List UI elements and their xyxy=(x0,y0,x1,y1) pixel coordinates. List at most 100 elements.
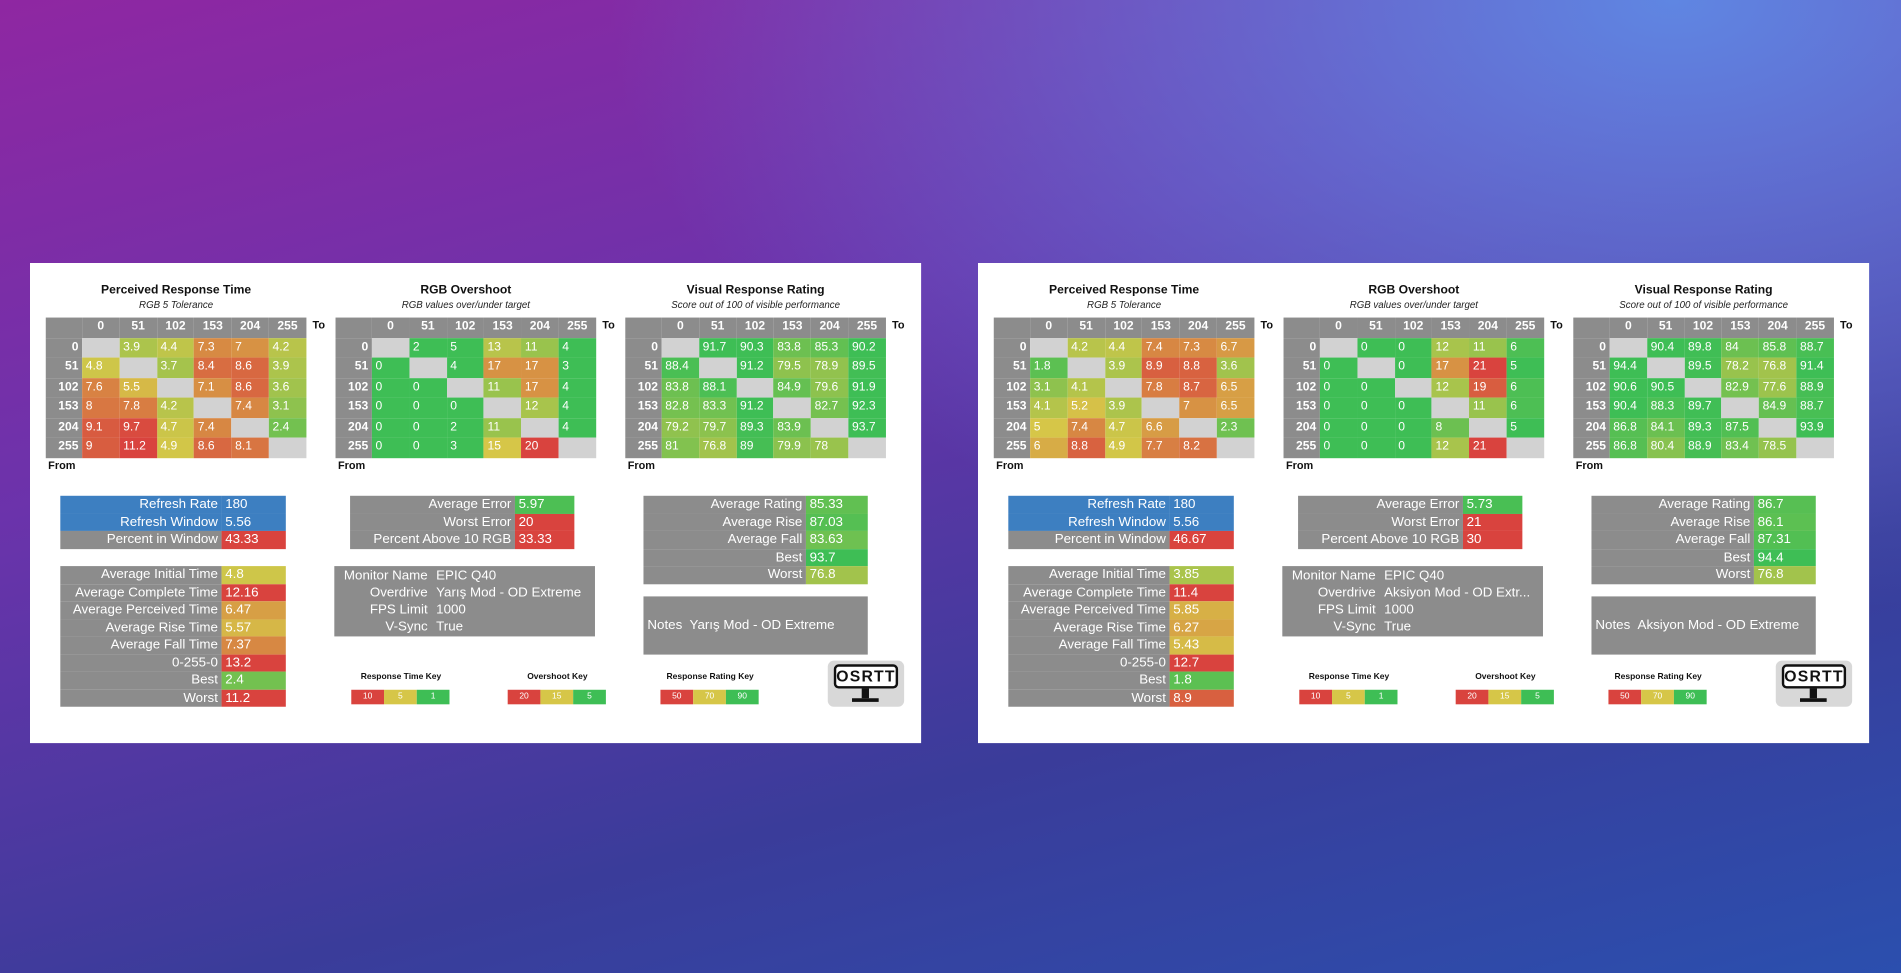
column-header: 0 xyxy=(371,317,410,338)
heat-cell: 78.2 xyxy=(1721,357,1760,378)
row-header: 51 xyxy=(1283,357,1320,378)
stat-label: Average Rise xyxy=(1591,513,1754,531)
heat-cell: 86.8 xyxy=(1609,437,1647,458)
empty-cell xyxy=(1431,397,1470,418)
heat-cell: 9 xyxy=(82,437,120,458)
heat-cell: 4.7 xyxy=(1104,417,1143,438)
heat-cell: 3 xyxy=(558,357,596,378)
heat-cell: 0 xyxy=(1394,337,1432,358)
heat-cell: 8 xyxy=(82,397,120,418)
heat-cell: 79.9 xyxy=(773,437,812,458)
stat-label: Refresh Window xyxy=(60,513,222,531)
stat-value: 6.27 xyxy=(1169,618,1234,637)
key-chip: 1 xyxy=(416,689,450,705)
row-header: 204 xyxy=(45,417,83,438)
header-corner xyxy=(45,317,83,338)
heat-cell: 89.5 xyxy=(848,357,886,378)
empty-cell xyxy=(119,357,157,378)
heat-cell: 20 xyxy=(521,437,559,458)
heat-cell: 3.9 xyxy=(1104,397,1143,418)
heat-cell: 7.4 xyxy=(194,417,232,438)
from-label: From xyxy=(627,458,655,471)
column-header: 102 xyxy=(736,317,774,338)
heat-cell: 0 xyxy=(1319,397,1358,418)
heat-cell: 89.7 xyxy=(1684,397,1722,418)
stat-label: Average Rating xyxy=(643,495,806,514)
row-header: 102 xyxy=(45,377,83,398)
heat-cell: 7.6 xyxy=(82,377,120,398)
stat-label: Average Complete Time xyxy=(1008,583,1170,602)
heat-cell: 89 xyxy=(736,437,774,458)
row-header: 51 xyxy=(625,357,662,378)
monitor-label: Overdrive xyxy=(1317,585,1376,601)
stat-value: 5.57 xyxy=(221,618,286,637)
stat-label: Average Error xyxy=(350,495,515,514)
column-header: 255 xyxy=(1796,317,1834,338)
column-header: 204 xyxy=(1469,317,1507,338)
heat-cell: 0 xyxy=(371,357,410,378)
heat-cell: 12 xyxy=(1431,377,1470,398)
results-panel: Perceived Response Time RGB 5 Tolerance 0 5… xyxy=(30,263,922,744)
column-header: 51 xyxy=(119,317,157,338)
monitor-label: V-Sync xyxy=(1333,619,1376,634)
heat-cell: 90.4 xyxy=(1646,337,1685,358)
heat-cell: 0 xyxy=(446,397,484,418)
stat-label: Refresh Rate xyxy=(60,495,222,514)
heat-cell: 79.5 xyxy=(773,357,812,378)
table-title: RGB Overshoot xyxy=(1368,283,1460,297)
heat-cell: 80.4 xyxy=(1646,437,1685,458)
row-header: 51 xyxy=(335,357,372,378)
stat-value: 5.56 xyxy=(221,513,286,531)
to-label: To xyxy=(312,318,326,331)
key-title: Overshoot Key xyxy=(1475,672,1536,682)
column-header: 153 xyxy=(194,317,232,338)
stat-label: Average Perceived Time xyxy=(60,601,222,619)
heat-cell: 5.2 xyxy=(1067,397,1105,418)
stat-label: Percent in Window xyxy=(60,530,222,549)
column-header: 204 xyxy=(231,317,269,338)
stat-value: 12.16 xyxy=(221,583,286,602)
heat-cell: 89.5 xyxy=(1684,357,1722,378)
heat-cell: 85.3 xyxy=(811,337,849,358)
table-subtitle: RGB values over/under target xyxy=(401,299,531,311)
stat-value: 5.56 xyxy=(1169,513,1234,531)
stat-label: Refresh Rate xyxy=(1008,495,1170,514)
heat-cell: 5 xyxy=(1030,417,1068,438)
heat-cell: 9.1 xyxy=(82,417,120,438)
row-header: 204 xyxy=(993,417,1031,438)
row-header: 255 xyxy=(335,437,372,458)
stat-label: Average Perceived Time xyxy=(1008,601,1170,619)
key-chip: 5 xyxy=(384,689,417,705)
heat-cell: 88.9 xyxy=(1796,377,1834,398)
stat-value: 3.85 xyxy=(1169,566,1234,584)
empty-cell xyxy=(483,397,522,418)
heat-cell: 84.9 xyxy=(1759,397,1797,418)
row-header: 0 xyxy=(45,337,83,358)
heat-cell: 7.4 xyxy=(231,397,269,418)
heat-cell: 77.6 xyxy=(1759,377,1797,398)
key-chip: 20 xyxy=(1455,689,1489,705)
heat-cell: 0 xyxy=(1319,417,1358,438)
row-header: 0 xyxy=(335,337,372,358)
heat-cell: 1.8 xyxy=(1030,357,1068,378)
heat-cell: 6.6 xyxy=(1142,417,1180,438)
heat-cell: 7.3 xyxy=(1179,337,1217,358)
column-header: 204 xyxy=(521,317,559,338)
row-header: 153 xyxy=(335,397,372,418)
table-subtitle: Score out of 100 of visible performance xyxy=(671,299,840,311)
table-subtitle: RGB 5 Tolerance xyxy=(1087,299,1162,311)
stat-value: 11.4 xyxy=(1169,583,1234,602)
column-header: 51 xyxy=(1357,317,1395,338)
to-label: To xyxy=(1840,318,1853,331)
heat-cell: 0 xyxy=(1394,437,1432,458)
heat-cell: 11 xyxy=(483,377,522,398)
column-header: 204 xyxy=(1759,317,1797,338)
heat-cell: 87.5 xyxy=(1721,417,1760,438)
heat-cell: 0 xyxy=(1319,357,1358,378)
heat-cell: 9.7 xyxy=(119,417,157,438)
heat-cell: 78.9 xyxy=(811,357,849,378)
stat-value: 1.8 xyxy=(1169,671,1234,690)
stat-value: 2.4 xyxy=(221,671,286,690)
empty-cell xyxy=(446,377,484,398)
header-corner xyxy=(1573,317,1610,338)
